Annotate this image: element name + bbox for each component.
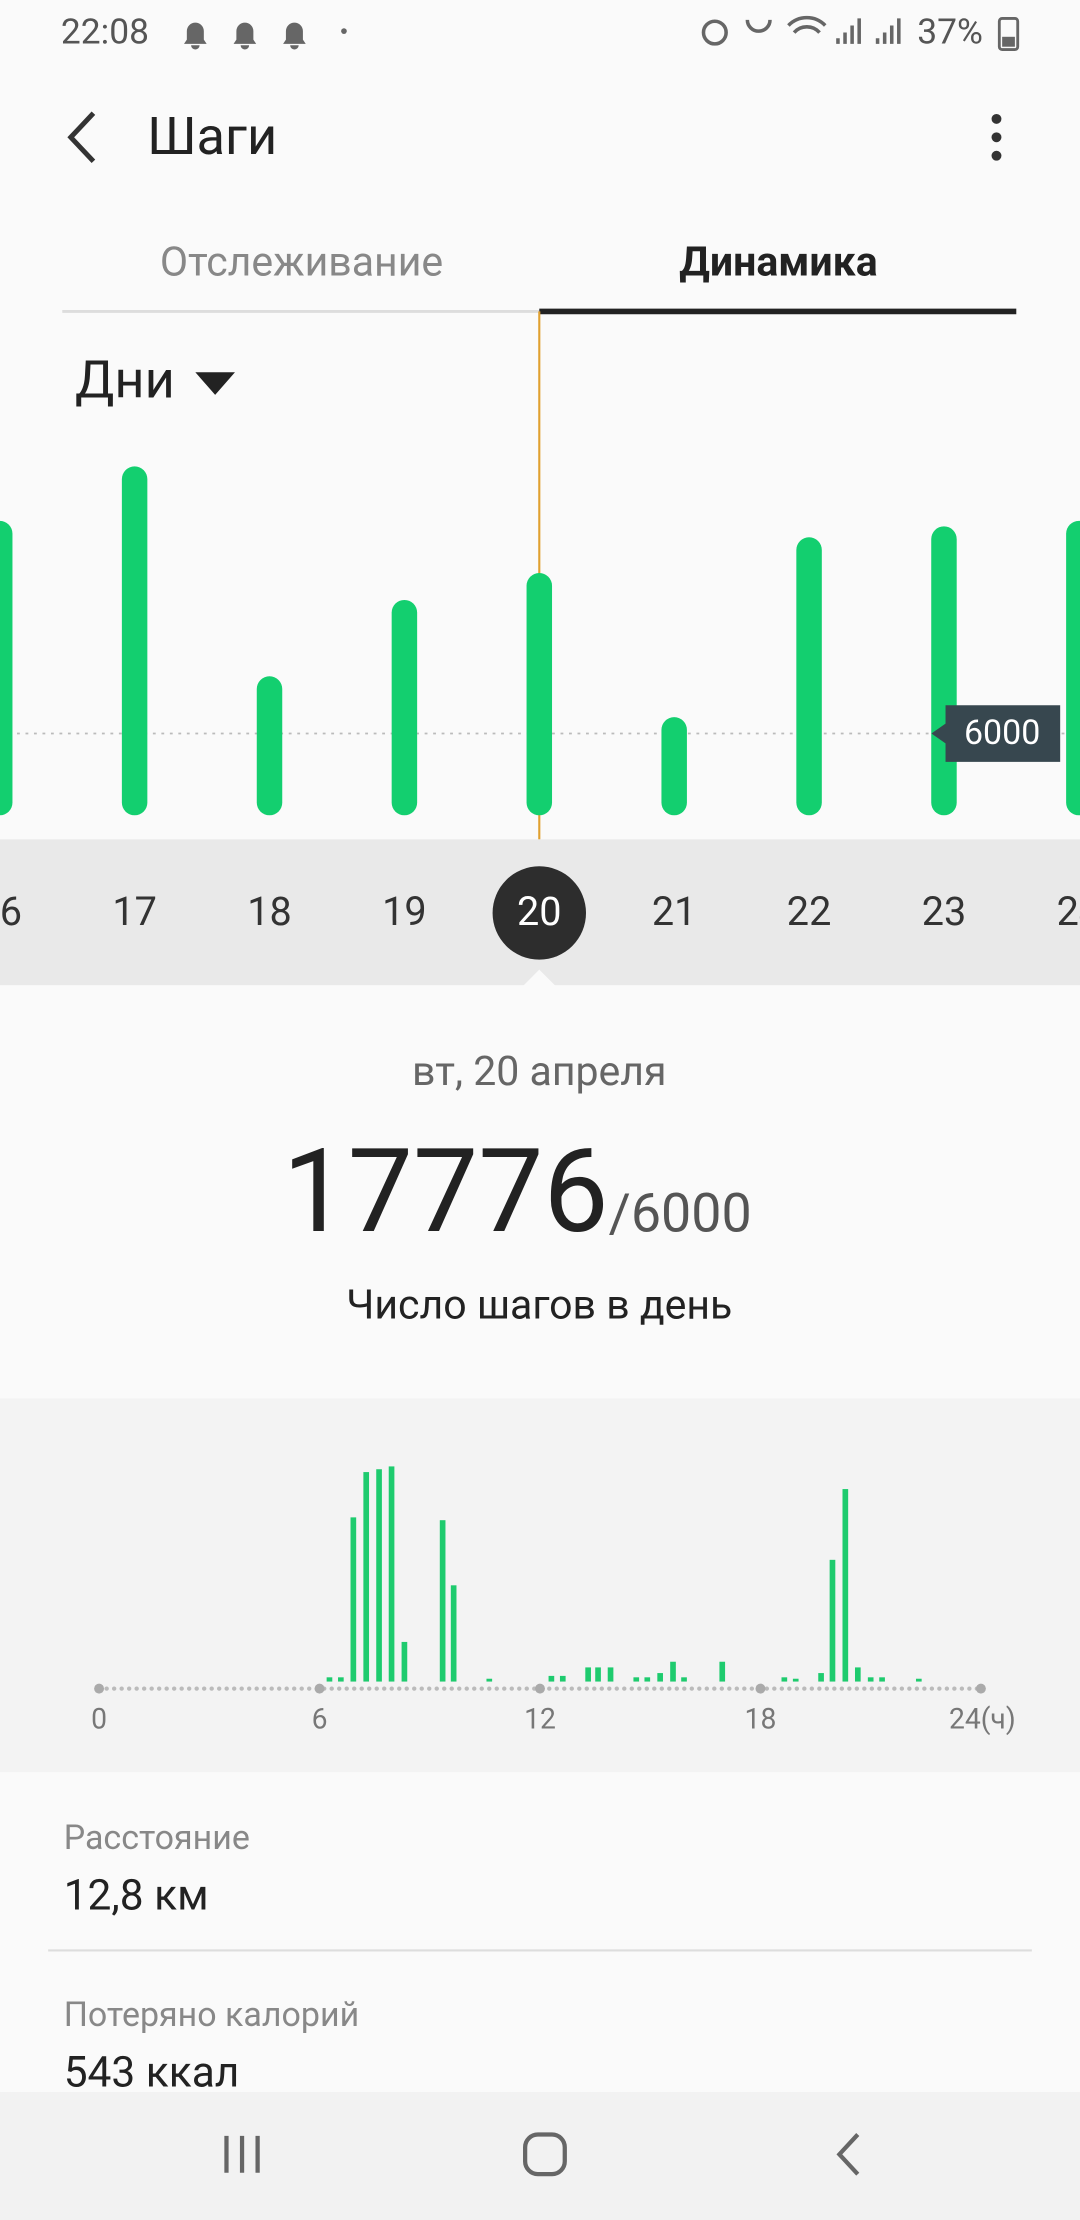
stat-label: Расстояние bbox=[64, 1818, 250, 1858]
daily-chart: 6000 16 17 18 19 20 21 22 23 24 bbox=[0, 311, 1080, 987]
notification-icons bbox=[184, 22, 347, 50]
hour-bar bbox=[879, 1677, 885, 1682]
hour-bar bbox=[350, 1517, 357, 1682]
hour-bar bbox=[388, 1466, 395, 1682]
day-caption: Число шагов в день bbox=[346, 1282, 732, 1330]
date-label[interactable]: 24 bbox=[1057, 888, 1080, 935]
stat-value: 543 ккал bbox=[64, 2048, 240, 2097]
hour-bar bbox=[585, 1667, 591, 1682]
date-label[interactable]: 17 bbox=[112, 888, 157, 935]
x-tick bbox=[755, 1683, 766, 1694]
hour-bar bbox=[376, 1469, 382, 1682]
date-pointer bbox=[522, 969, 557, 987]
status-time: 22:08 bbox=[61, 10, 149, 52]
hour-bar bbox=[657, 1673, 663, 1682]
x-tick-label: 24(ч) bbox=[949, 1703, 1016, 1736]
x-tick-label: 6 bbox=[312, 1703, 328, 1736]
hour-bar bbox=[854, 1667, 861, 1682]
hour-bar bbox=[719, 1661, 726, 1682]
hour-bar bbox=[363, 1472, 370, 1682]
back-button[interactable] bbox=[67, 111, 96, 164]
hourly-chart: 0 6 12 18 24(ч) bbox=[91, 1466, 1016, 1736]
hour-bar bbox=[548, 1675, 555, 1682]
page-title: Шаги bbox=[147, 105, 277, 167]
hour-bar bbox=[915, 1678, 922, 1682]
recents-button[interactable] bbox=[224, 2135, 260, 2173]
day-bar bbox=[661, 717, 687, 816]
battery-percent: 37% bbox=[917, 10, 983, 52]
hour-bar bbox=[781, 1677, 788, 1682]
day-goal: /6000 bbox=[609, 1182, 752, 1245]
date-label[interactable]: 21 bbox=[652, 888, 697, 935]
x-tick bbox=[94, 1683, 105, 1694]
selected-date-marker bbox=[492, 866, 587, 960]
date-label[interactable]: 20 bbox=[517, 888, 562, 935]
hour-bar bbox=[401, 1641, 408, 1682]
x-tick bbox=[535, 1683, 545, 1694]
period-selector[interactable]: Дни bbox=[75, 348, 175, 410]
hour-bar bbox=[633, 1677, 640, 1682]
hour-bar bbox=[792, 1678, 799, 1682]
day-bar bbox=[0, 520, 13, 816]
battery-icon bbox=[997, 16, 1020, 51]
day-bar bbox=[391, 599, 418, 816]
tab[interactable]: Отслеживание bbox=[160, 239, 443, 287]
system-icons bbox=[701, 15, 901, 46]
goal-tooltip bbox=[931, 705, 1061, 762]
hour-bar bbox=[450, 1585, 457, 1682]
navigation-bar bbox=[0, 2092, 1080, 2220]
hour-bar bbox=[486, 1678, 493, 1682]
stats: Расстояние 12,8 км Потеряно калорий 543 кка… bbox=[64, 1818, 360, 2097]
day-bar bbox=[526, 573, 553, 816]
hour-bar bbox=[829, 1559, 836, 1682]
tab[interactable]: Динамика bbox=[679, 239, 877, 287]
day-date: вт, 20 апреля bbox=[412, 1048, 667, 1096]
day-steps: 17776 bbox=[283, 1124, 609, 1260]
hour-bar bbox=[559, 1675, 566, 1682]
home-button[interactable] bbox=[523, 2132, 567, 2177]
date-label[interactable]: 18 bbox=[247, 888, 292, 935]
hour-bar bbox=[670, 1661, 676, 1682]
day-bar bbox=[121, 466, 148, 816]
date-label[interactable]: 22 bbox=[787, 888, 832, 935]
tabs: Отслеживание Динамика bbox=[160, 239, 878, 287]
x-tick-label: 0 bbox=[91, 1703, 107, 1736]
dropdown-arrow[interactable] bbox=[195, 372, 235, 395]
day-bar bbox=[796, 537, 822, 816]
hour-bar bbox=[644, 1677, 651, 1682]
hour-bar bbox=[681, 1677, 687, 1682]
hour-bar bbox=[338, 1677, 344, 1682]
date-label[interactable]: 19 bbox=[382, 888, 427, 935]
day-bar bbox=[931, 526, 957, 816]
hour-bar bbox=[595, 1667, 601, 1682]
day-bar bbox=[256, 676, 283, 816]
stat-label: Потеряно калорий bbox=[64, 1995, 360, 2035]
hour-bar bbox=[842, 1489, 849, 1682]
battery-level bbox=[1002, 36, 1015, 47]
hour-bar bbox=[439, 1520, 446, 1682]
x-tick-label: 18 bbox=[745, 1703, 777, 1736]
x-tick-label: 12 bbox=[524, 1703, 556, 1736]
system-back-button[interactable] bbox=[836, 2133, 860, 2176]
hourly-panel bbox=[0, 1398, 1080, 1773]
goal-label: 6000 bbox=[964, 713, 1040, 753]
day-bar bbox=[1066, 520, 1080, 816]
hour-bar bbox=[607, 1667, 614, 1682]
hour-bar bbox=[867, 1677, 874, 1682]
stat-value: 12,8 км bbox=[64, 1871, 209, 1920]
more-menu[interactable] bbox=[991, 113, 1002, 161]
x-tick bbox=[975, 1683, 986, 1694]
date-label[interactable]: 23 bbox=[922, 888, 967, 935]
hour-bar bbox=[818, 1673, 824, 1682]
x-tick bbox=[314, 1683, 325, 1694]
date-label[interactable]: 16 bbox=[0, 888, 22, 935]
hour-bar bbox=[326, 1677, 333, 1682]
